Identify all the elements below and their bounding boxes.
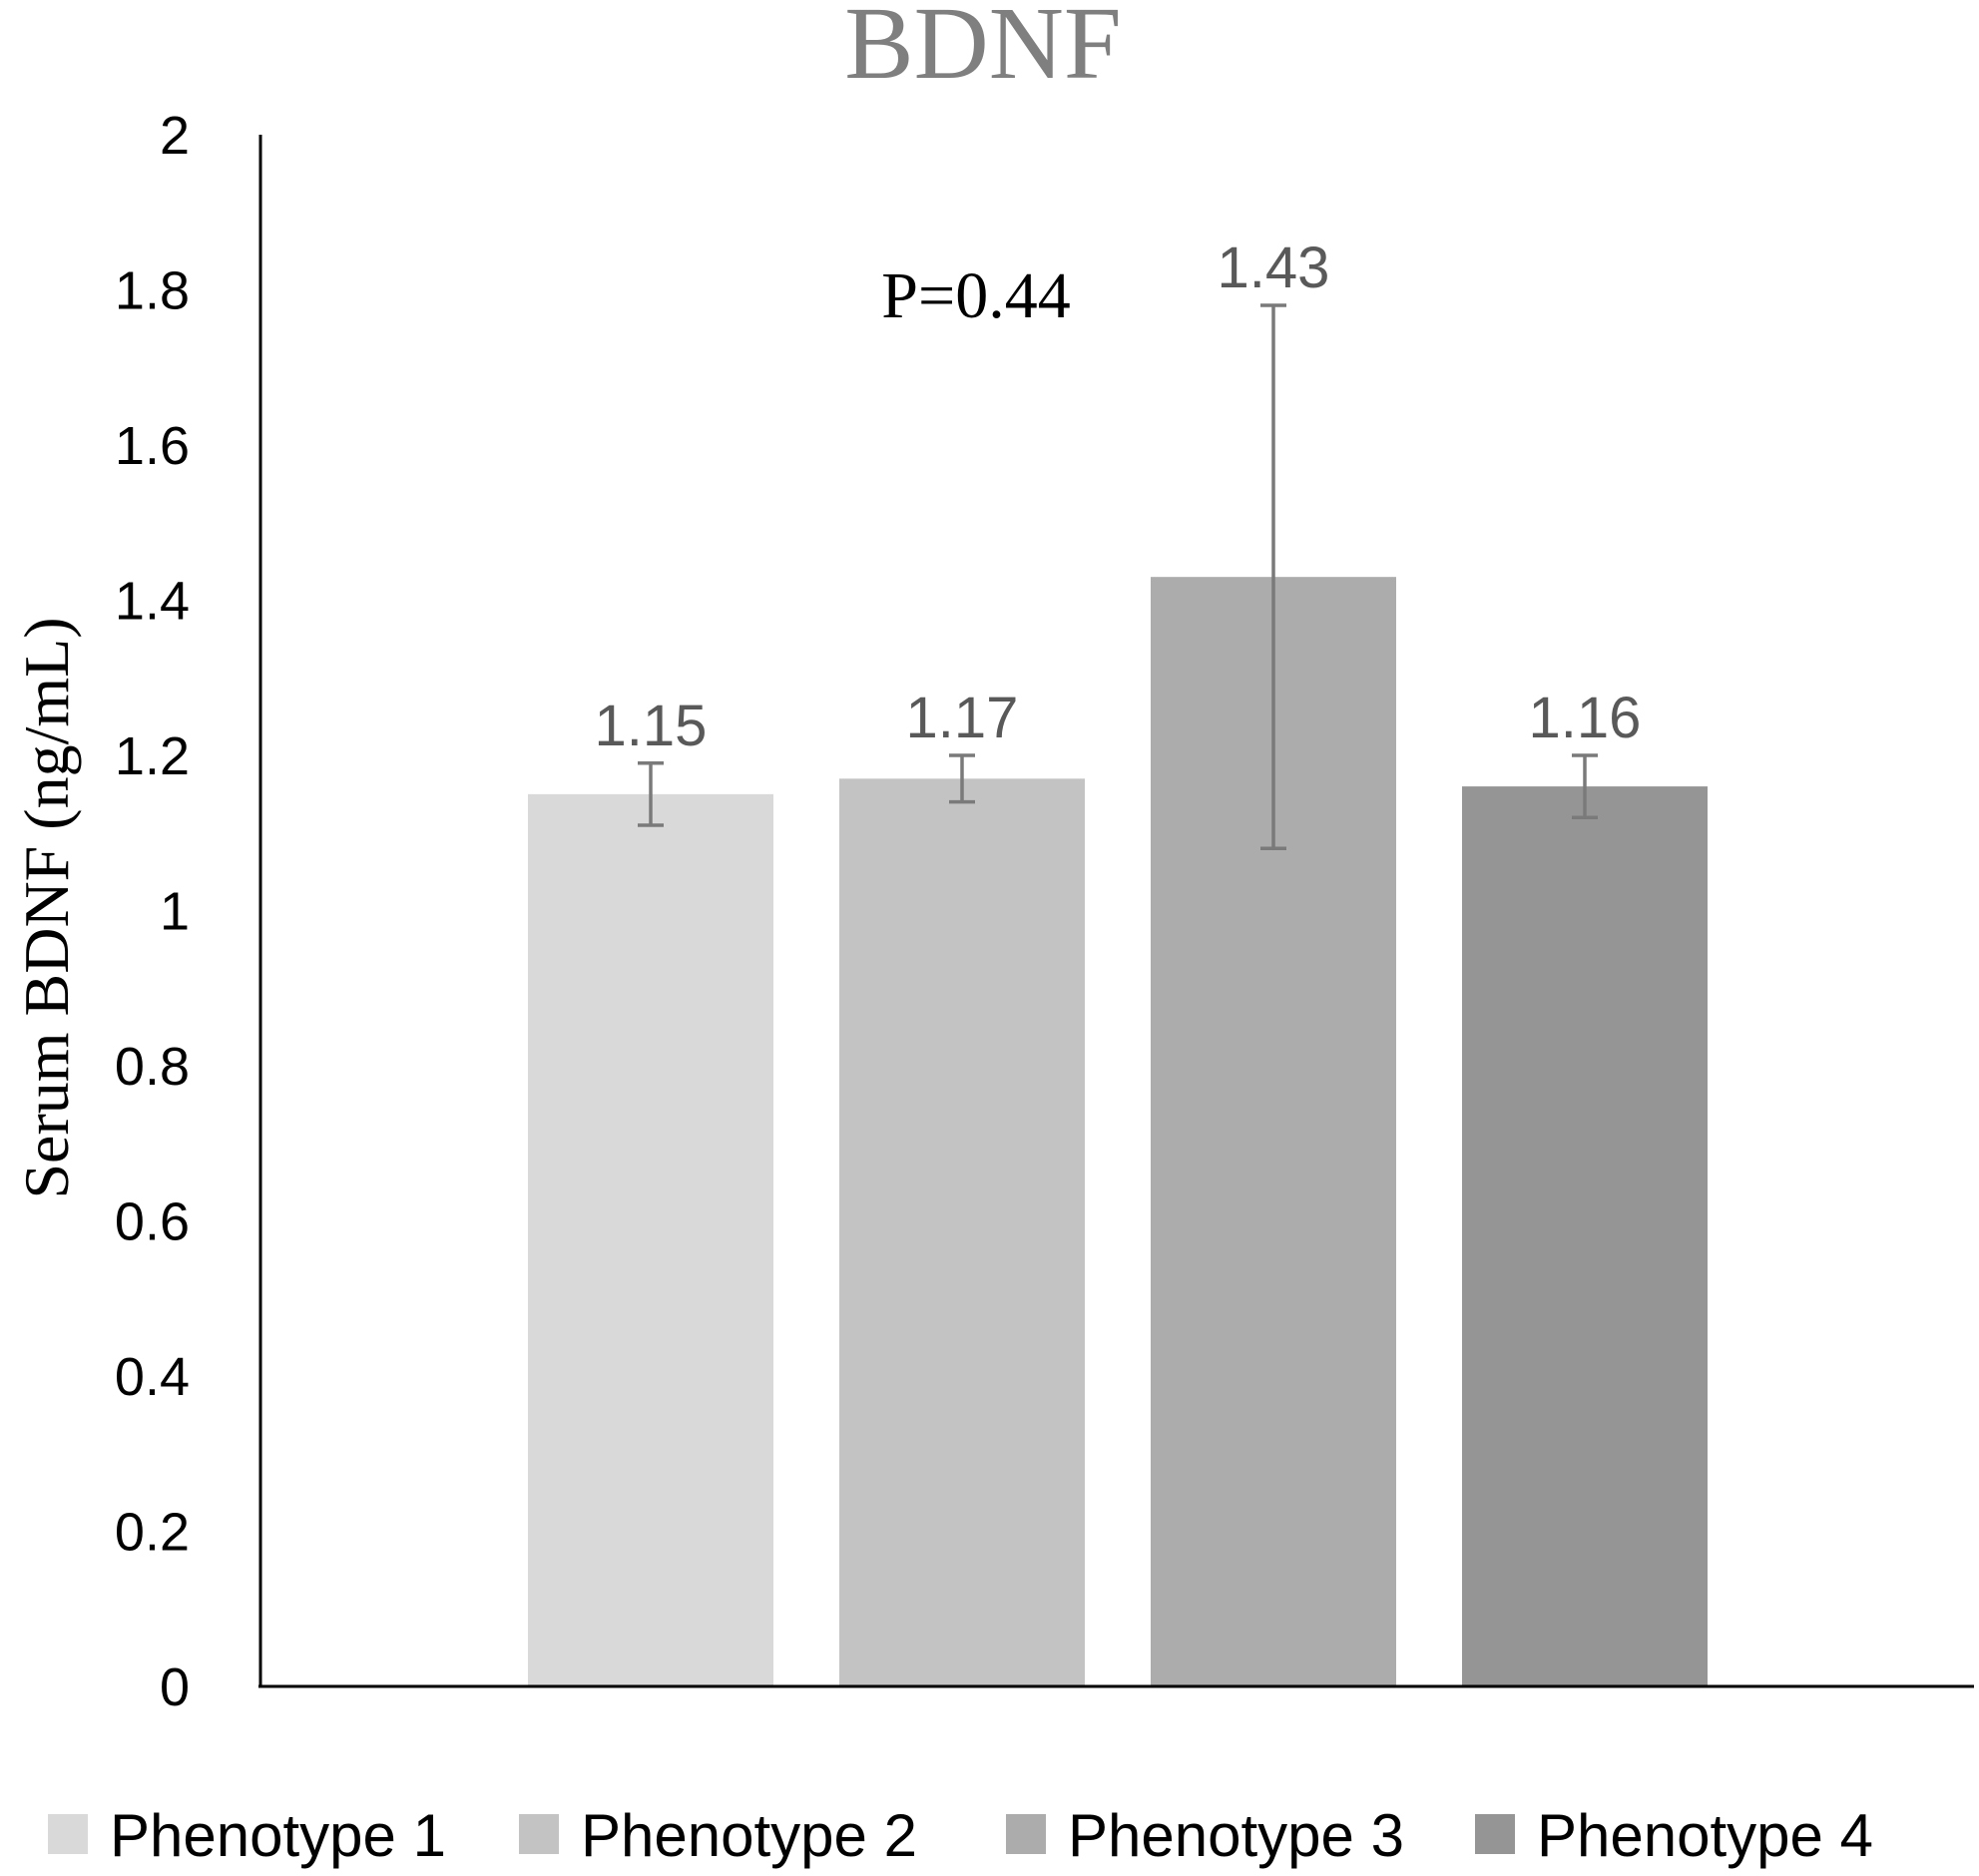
legend-label: Phenotype 2 <box>581 1802 917 1869</box>
bar-phenotype-1 <box>528 793 773 1686</box>
bar-phenotype-4 <box>1462 786 1708 1686</box>
y-tick-label: 1.8 <box>115 261 190 321</box>
y-tick-label: 2 <box>160 106 190 166</box>
error-bars <box>638 303 1598 851</box>
y-axis-label: Serum BDNF (ng/mL) <box>11 617 82 1198</box>
y-tick-label: 0.8 <box>115 1037 190 1097</box>
data-labels: 1.15 1.17 1.43 1.16 <box>595 235 1642 758</box>
y-tick-label: 0 <box>160 1657 190 1717</box>
y-tick-label: 0.2 <box>115 1503 190 1563</box>
p-value-annotation: P=0.44 <box>881 259 1070 332</box>
legend-item-phenotype-2: Phenotype 2 <box>519 1802 917 1869</box>
error-bar-phenotype-2 <box>949 753 975 804</box>
data-label-phenotype-4: 1.16 <box>1529 686 1642 750</box>
legend-item-phenotype-4: Phenotype 4 <box>1475 1802 1873 1869</box>
legend: Phenotype 1 Phenotype 2 Phenotype 3 Phenoty… <box>48 1802 1873 1869</box>
bars <box>528 577 1708 1686</box>
chart-title: BDNF <box>844 0 1121 101</box>
data-label-phenotype-3: 1.43 <box>1218 235 1330 300</box>
legend-swatch <box>1006 1814 1046 1854</box>
legend-swatch <box>48 1814 88 1854</box>
legend-swatch <box>519 1814 559 1854</box>
error-bar-phenotype-3 <box>1260 303 1286 851</box>
legend-label: Phenotype 1 <box>110 1802 446 1869</box>
y-tick-label: 1 <box>160 882 190 942</box>
y-axis-ticks: 0 0.2 0.4 0.6 0.8 1 1.2 1.4 1.6 1.8 2 <box>115 106 190 1717</box>
bar-phenotype-2 <box>839 778 1085 1686</box>
legend-label: Phenotype 4 <box>1537 1802 1873 1869</box>
legend-label: Phenotype 3 <box>1068 1802 1404 1869</box>
legend-swatch <box>1475 1814 1515 1854</box>
legend-item-phenotype-1: Phenotype 1 <box>48 1802 446 1869</box>
error-bar-phenotype-1 <box>638 761 664 827</box>
y-tick-label: 1.2 <box>115 726 190 786</box>
y-tick-label: 0.6 <box>115 1192 190 1252</box>
legend-item-phenotype-3: Phenotype 3 <box>1006 1802 1404 1869</box>
y-tick-label: 1.6 <box>115 416 190 476</box>
y-tick-label: 0.4 <box>115 1347 190 1407</box>
data-label-phenotype-1: 1.15 <box>595 694 708 758</box>
error-bar-phenotype-4 <box>1572 753 1598 819</box>
data-label-phenotype-2: 1.17 <box>906 686 1019 750</box>
y-tick-label: 1.4 <box>115 572 190 632</box>
